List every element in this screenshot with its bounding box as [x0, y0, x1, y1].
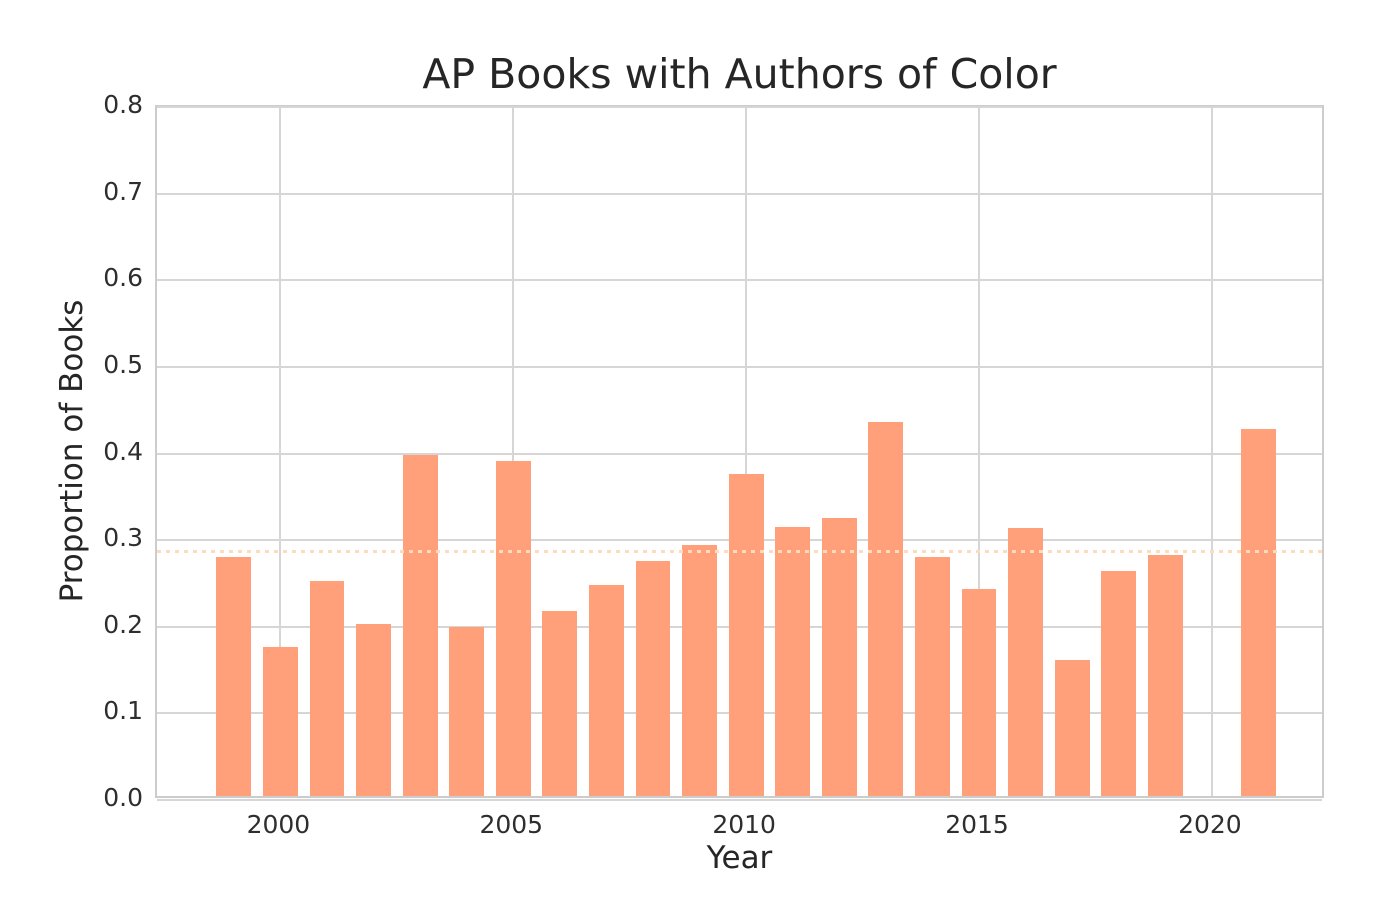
v-gridline	[745, 107, 748, 796]
bar-2007	[588, 584, 624, 796]
y-tick-label: 0.1	[103, 696, 143, 726]
bar-2010	[728, 473, 764, 796]
bar-2012	[821, 517, 857, 796]
bar-2006	[542, 610, 578, 796]
v-gridline	[1210, 107, 1213, 796]
x-tick-label: 2005	[479, 810, 544, 839]
plot-area	[155, 105, 1324, 801]
y-tick-label: 0.2	[103, 609, 143, 639]
h-gridline	[157, 799, 1322, 801]
bar-2019	[1147, 555, 1183, 796]
v-gridline	[512, 107, 515, 796]
y-tick-label: 0.4	[103, 436, 143, 466]
x-tick-label: 2020	[1178, 810, 1242, 839]
x-tick-label: 2000	[246, 810, 311, 839]
bar-2001	[309, 581, 345, 796]
y-tick-label: 0.0	[103, 783, 143, 812]
bar-2016	[1008, 528, 1044, 796]
v-gridline	[978, 107, 981, 796]
bar-2003	[402, 454, 438, 796]
bar-2013	[868, 421, 904, 796]
v-gridline	[279, 107, 282, 796]
x-tick-label: 2015	[945, 810, 1009, 839]
bar-2008	[635, 561, 671, 796]
chart-title: AP Books with Authors of Color	[422, 50, 1057, 98]
bar-2014	[914, 556, 950, 796]
bar-1999	[216, 556, 252, 796]
y-tick-label: 0.6	[103, 263, 143, 293]
y-tick-label: 0.8	[103, 90, 143, 119]
y-tick-label: 0.5	[103, 349, 143, 379]
y-tick-label: 0.7	[103, 176, 143, 206]
bar-2000	[262, 647, 298, 796]
bar-2011	[775, 527, 811, 796]
h-gridline	[157, 279, 1322, 282]
h-gridline	[157, 365, 1322, 368]
bar-2015	[961, 588, 997, 796]
x-tick-label: 2010	[712, 810, 776, 839]
h-gridline	[157, 192, 1322, 195]
x-axis-label: Year	[706, 840, 773, 876]
h-gridline	[157, 452, 1322, 455]
mean-line	[157, 549, 1322, 553]
bar-2004	[449, 627, 485, 796]
y-tick-label: 0.3	[103, 523, 143, 553]
bar-2018	[1101, 570, 1137, 796]
bar-2002	[356, 623, 392, 796]
bar-2005	[495, 460, 531, 796]
bar-2009	[682, 544, 718, 796]
bar-2021	[1241, 428, 1276, 796]
h-gridline	[157, 106, 1322, 108]
bar-2017	[1054, 660, 1090, 796]
